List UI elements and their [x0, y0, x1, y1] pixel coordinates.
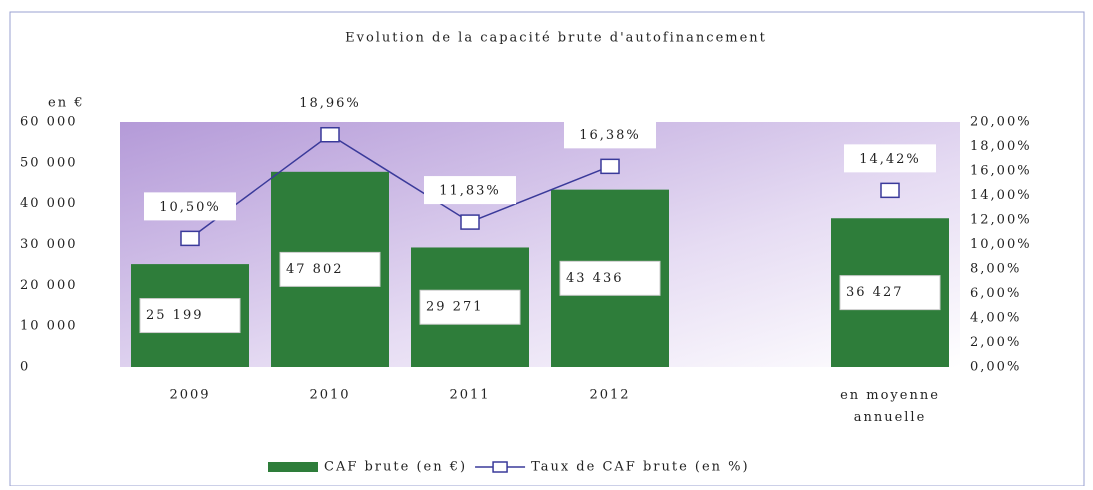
y-axis-label: en € [48, 96, 84, 111]
value-label: 47 802 [286, 262, 344, 277]
value-label-box [419, 289, 521, 325]
y-tick-label: 40 000 [20, 196, 78, 211]
x-tick-label: en moyenne annuelle [840, 388, 940, 425]
y2-tick-label: 0,00% [970, 360, 1021, 375]
y2-tick-label: 18,00% [970, 139, 1032, 154]
value-label-box [144, 192, 236, 221]
marker [320, 126, 340, 143]
y2-tick-label: 16,00% [970, 164, 1032, 179]
y2-tick-label: 20,00% [970, 115, 1032, 130]
value-label: 10,50% [159, 200, 221, 215]
value-label-box [424, 176, 516, 205]
value-label: 18,96% [299, 96, 361, 111]
marker [880, 182, 900, 199]
x-tick-label: 2012 [589, 388, 630, 403]
chart-title: Evolution de la capacité brute d'autofin… [345, 31, 767, 46]
legend-swatch [268, 462, 318, 472]
y-tick-label: 0 [20, 360, 30, 375]
x-tick-label: 2009 [169, 388, 210, 403]
value-label-box [279, 251, 381, 287]
y-tick-label: 60 000 [20, 115, 78, 130]
value-label: 25 199 [146, 308, 204, 323]
value-label: 16,38% [579, 128, 641, 143]
value-label-box [284, 88, 376, 117]
y2-tick-label: 14,00% [970, 188, 1032, 203]
value-label-box [844, 144, 936, 173]
y2-tick-label: 12,00% [970, 213, 1032, 228]
plot-area [120, 122, 960, 367]
value-label: 36 427 [846, 285, 904, 300]
marker [180, 230, 200, 247]
y2-tick-label: 10,00% [970, 237, 1032, 252]
x-tick-label: 2011 [449, 388, 490, 403]
y-tick-label: 50 000 [20, 155, 78, 170]
value-label-box [559, 260, 661, 296]
y2-tick-label: 8,00% [970, 262, 1021, 277]
value-label-box [139, 298, 241, 334]
value-label: 11,83% [439, 184, 501, 199]
legend-marker [492, 461, 508, 473]
value-label: 43 436 [566, 271, 624, 286]
y-tick-label: 30 000 [20, 237, 78, 252]
legend-label: CAF brute (en €) [324, 460, 467, 475]
y2-tick-label: 2,00% [970, 335, 1021, 350]
y-tick-label: 20 000 [20, 278, 78, 293]
value-label-box [564, 120, 656, 149]
value-label-box [839, 275, 941, 311]
value-label: 29 271 [426, 300, 484, 315]
y2-tick-label: 6,00% [970, 286, 1021, 301]
value-label: 14,42% [859, 152, 921, 167]
y2-tick-label: 4,00% [970, 311, 1021, 326]
x-tick-label: 2010 [309, 388, 350, 403]
marker [460, 214, 480, 230]
y-tick-label: 10 000 [20, 319, 78, 334]
legend-label: Taux de CAF brute (en %) [531, 460, 750, 475]
marker [600, 158, 620, 175]
